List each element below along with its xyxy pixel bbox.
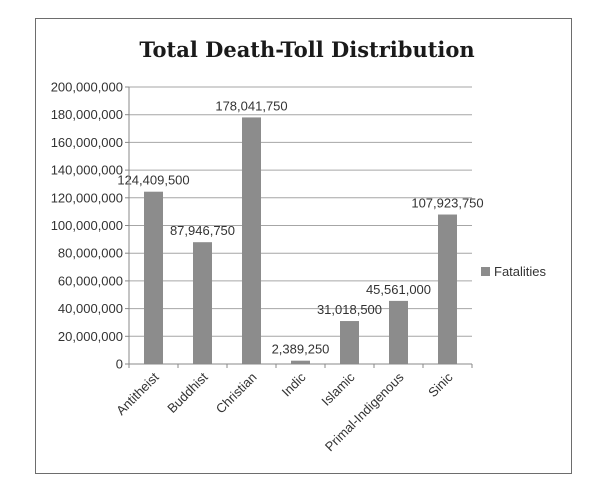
legend-label-fatalities: Fatalities — [494, 264, 547, 279]
data-label: 87,946,750 — [170, 223, 235, 238]
chart-frame — [35, 18, 572, 474]
chart-title: Total Death-Toll Distribution — [139, 37, 474, 62]
legend-swatch — [481, 267, 490, 276]
data-label: 107,923,750 — [411, 196, 483, 211]
data-label: 2,389,250 — [272, 342, 330, 357]
bar-primal-indigenous — [389, 300, 408, 364]
y-tick-label: 100,000,000 — [51, 218, 123, 233]
gridlines — [129, 86, 472, 337]
bar-sinic — [438, 214, 457, 364]
legend: Fatalities — [481, 264, 547, 279]
data-label: 178,041,750 — [215, 98, 287, 113]
x-category-label: Indic — [279, 369, 309, 399]
data-label: 124,409,500 — [117, 173, 189, 188]
data-labels: 124,409,500 87,946,750 178,041,750 2,389,25… — [117, 98, 483, 356]
y-tick-label: 20,000,000 — [58, 329, 123, 344]
y-tick-label: 60,000,000 — [58, 273, 123, 288]
y-axis-ticks: 0 20,000,000 40,000,000 60,000,000 80,000,00… — [51, 80, 129, 372]
y-tick-label: 180,000,000 — [51, 107, 123, 122]
bar-antitheist — [144, 191, 163, 364]
bars — [144, 117, 457, 365]
y-tick-label: 140,000,000 — [51, 163, 123, 178]
bar-buddhist — [193, 242, 212, 364]
y-tick-label: 40,000,000 — [58, 301, 123, 316]
y-tick-label: 200,000,000 — [51, 80, 123, 95]
x-category-label: Christian — [213, 370, 260, 417]
x-category-label: Islamic — [318, 369, 358, 409]
y-tick-label: 120,000,000 — [51, 190, 123, 205]
bar-islamic — [340, 321, 359, 364]
bar-indic — [291, 360, 310, 364]
x-axis-labels: Antitheist Buddhist Christian Indic IslamicP… — [113, 369, 456, 454]
x-category-label: Sinic — [425, 369, 456, 400]
data-label: 45,561,000 — [366, 282, 431, 297]
axes — [128, 87, 473, 368]
y-tick-label: 0 — [116, 357, 123, 372]
bar-christian — [242, 117, 261, 365]
x-category-label: Buddhist — [164, 369, 211, 416]
data-label: 31,018,500 — [317, 302, 382, 317]
x-category-label: Antitheist — [113, 369, 162, 418]
y-tick-label: 80,000,000 — [58, 246, 123, 261]
y-tick-label: 160,000,000 — [51, 135, 123, 150]
